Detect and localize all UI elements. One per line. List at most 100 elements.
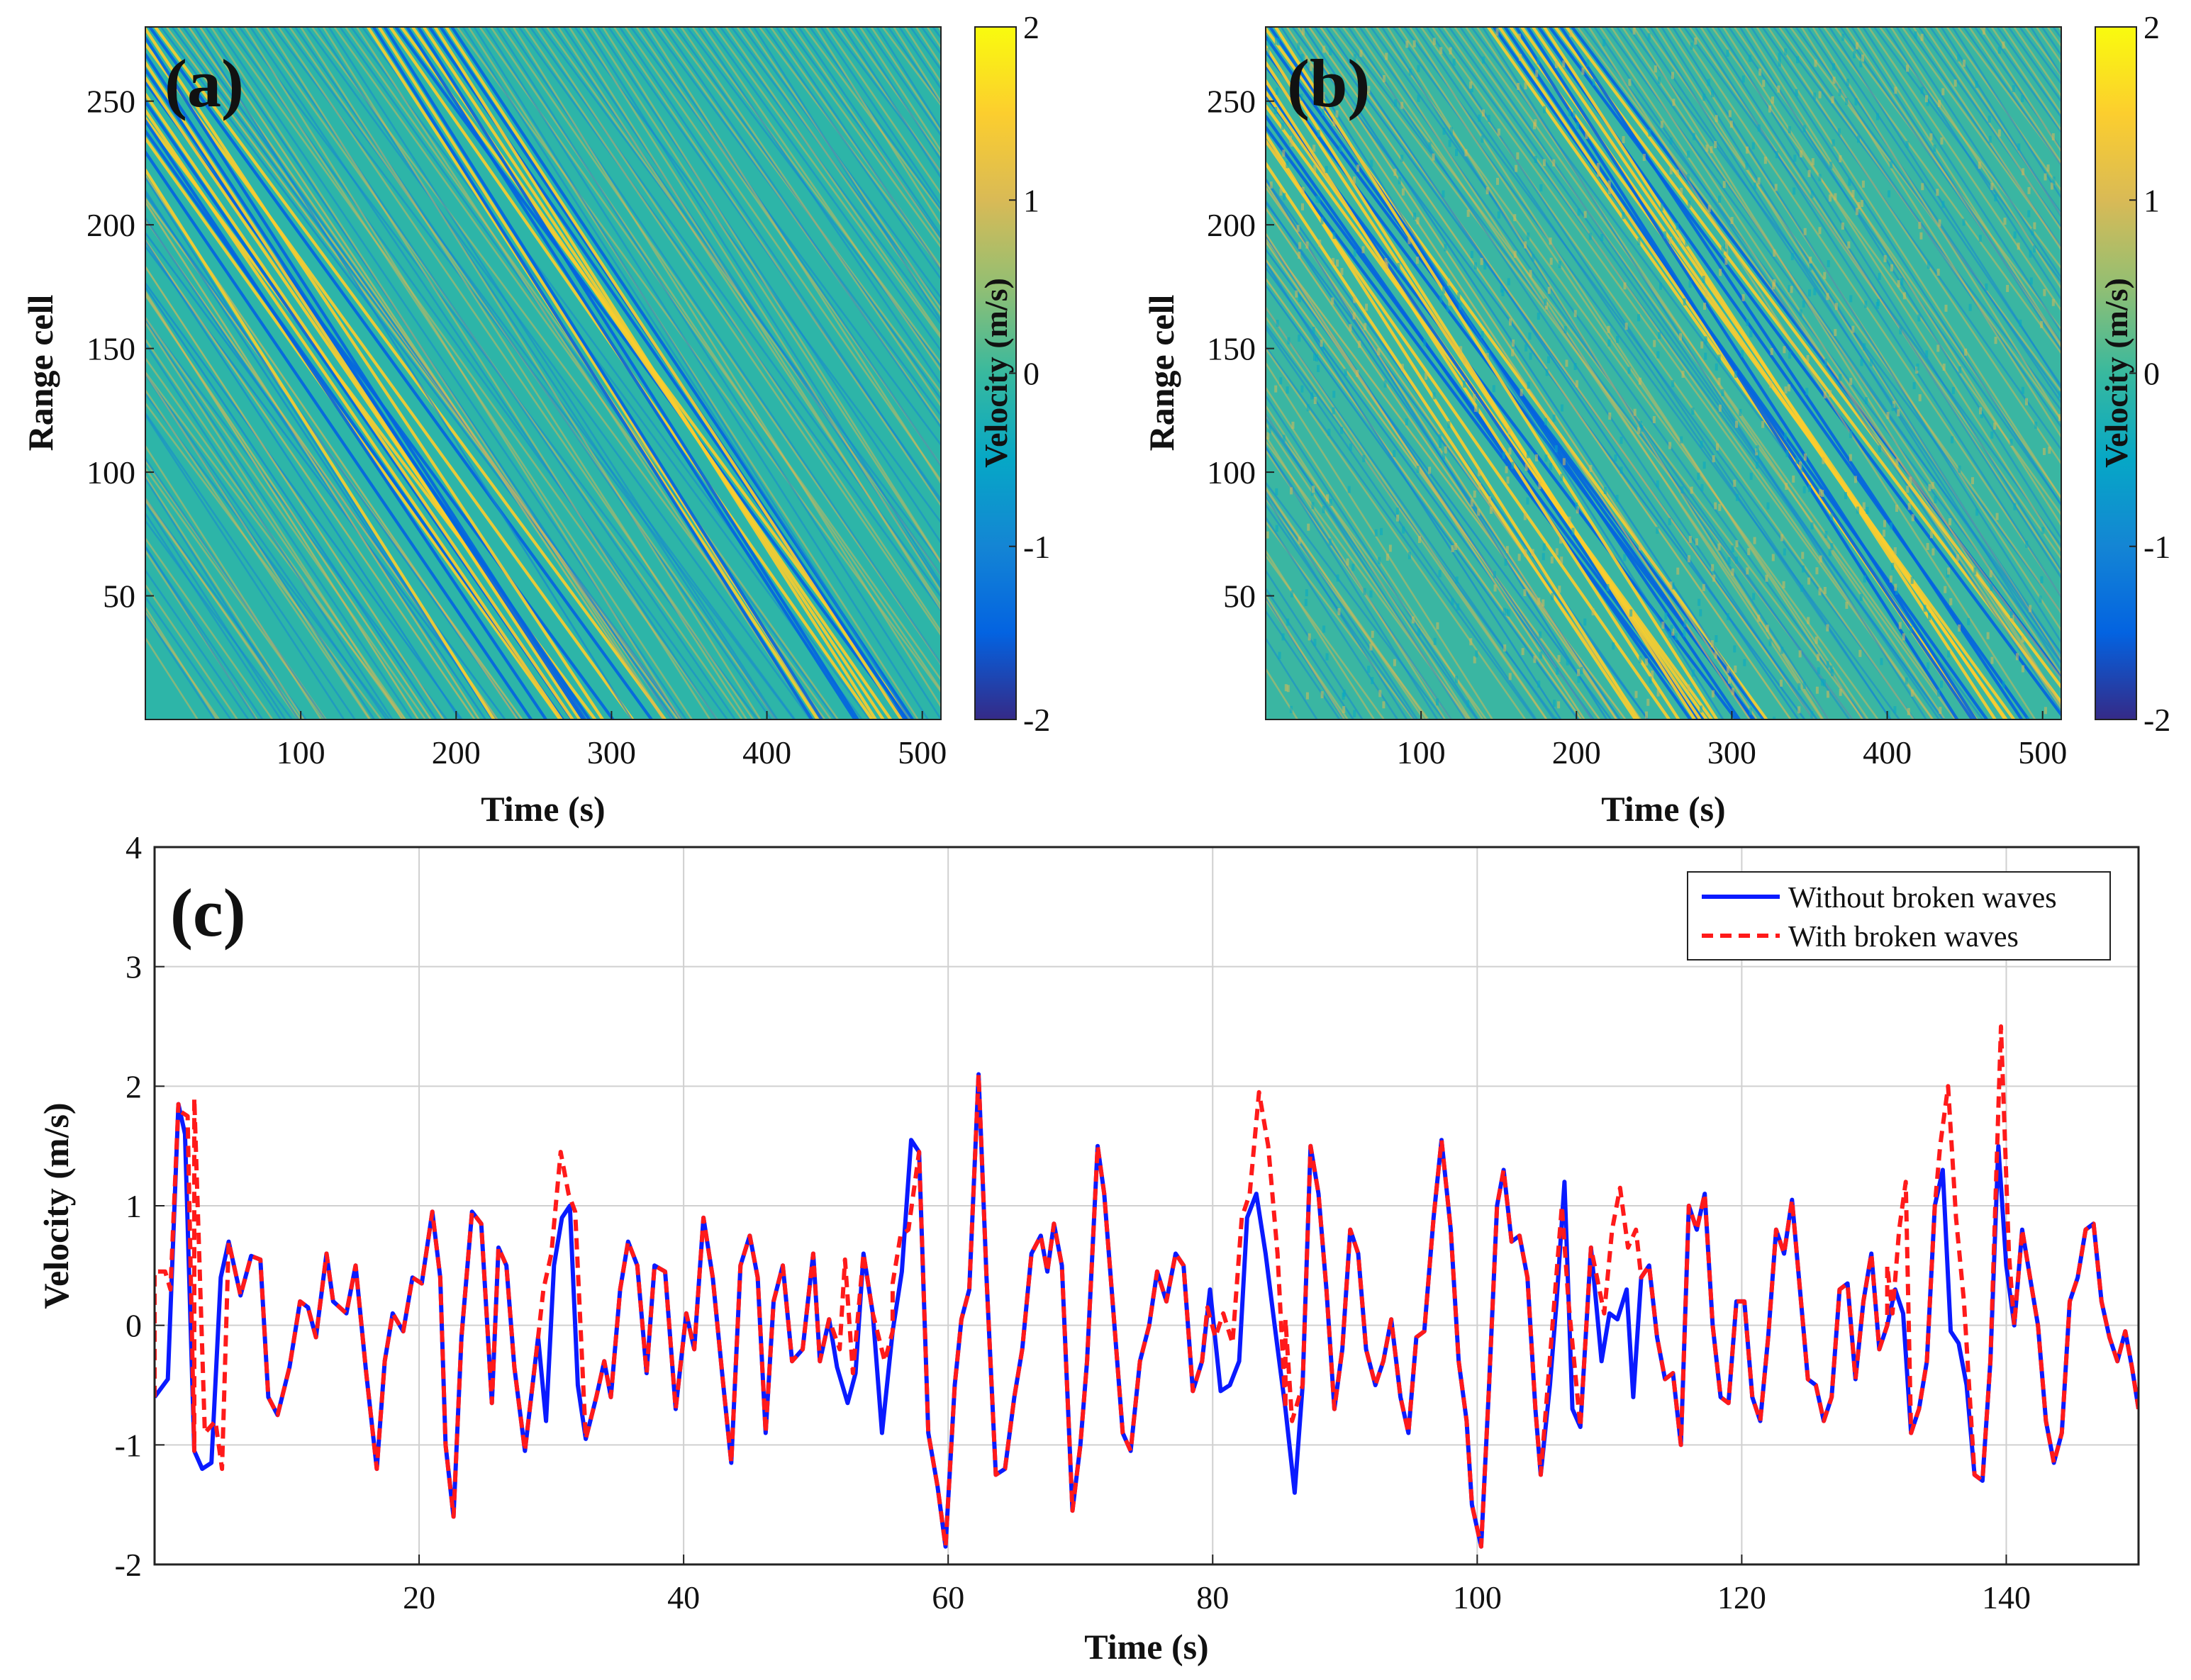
wave-crest [145,476,299,719]
wave-crest [145,167,496,719]
wave-crest [227,27,728,719]
noise-speck [1711,564,1715,571]
noise-speck [2027,186,2031,194]
noise-speck [1947,650,1951,658]
wave-crest [557,27,941,607]
noise-speck [1539,184,1543,192]
wave-crest [1767,27,2061,466]
x-tick-label: 500 [898,734,947,771]
noise-speck [1702,583,1705,591]
wave-crest [145,388,371,719]
noise-speck [1918,221,1922,229]
noise-speck [1312,326,1315,334]
panel-label-c: (c) [170,875,246,951]
noise-speck [1562,60,1566,68]
wave-crest [837,27,941,174]
noise-speck [1841,222,1844,230]
noise-speck [1298,252,1301,259]
noise-speck [1269,181,1273,189]
noise-speck [1975,508,1979,516]
noise-speck [1349,324,1352,332]
noise-speck [1746,318,1749,326]
noise-speck [1707,79,1710,86]
noise-speck [1917,314,1921,322]
noise-speck [1910,576,1914,584]
noise-speck [1308,633,1311,641]
noise-speck [1473,394,1476,402]
noise-speck [2034,421,2038,429]
noise-speck [1851,190,1855,198]
wave-crest [1610,27,2061,707]
noise-speck [1383,380,1387,388]
noise-speck [1838,89,1841,96]
noise-speck [2043,289,2046,296]
noise-speck [1451,598,1454,605]
noise-speck [1905,677,1908,685]
noise-speck [1495,28,1499,36]
wave-crest [1266,497,1429,719]
wave-crest [535,27,941,633]
wave-crest [792,27,941,243]
noise-speck [1365,303,1368,311]
noise-speck [1278,651,1281,659]
noise-speck [1813,92,1817,100]
wave-crest [1756,27,2061,500]
wave-crest [798,27,941,237]
noise-speck [1982,27,1985,35]
wave-crest [145,264,445,719]
wave-crest [607,27,941,501]
noise-speck [1743,659,1746,666]
noise-speck [1815,686,1819,694]
wave-crest [1266,486,1425,719]
wave-crest [145,281,463,719]
noise-speck [1583,618,1587,626]
x-tick-label: 500 [2018,734,2067,771]
wave-crest [1266,422,1468,719]
noise-speck [2025,540,2029,548]
noise-speck [1863,575,1866,583]
noise-speck [1715,363,1718,371]
noise-speck [1580,666,1583,674]
noise-speck [1364,323,1367,330]
wave-crest [467,27,919,719]
noise-speck [1717,354,1721,362]
noise-speck [1668,630,1671,638]
noise-speck [1898,622,1902,629]
noise-speck [1906,486,1910,493]
noise-speck [1349,443,1352,451]
noise-speck [1714,140,1717,148]
noise-speck [1301,203,1305,211]
noise-speck [1538,482,1541,490]
noise-speck [1814,60,1817,67]
noise-speck [1575,502,1578,510]
noise-speck [1970,477,1974,485]
noise-speck [1439,47,1443,55]
x-tick-label: 200 [432,734,481,771]
noise-speck [1847,241,1851,249]
noise-speck [1488,496,1491,504]
noise-speck [1526,451,1529,459]
noise-speck [1925,350,1929,358]
noise-speck [1749,330,1753,337]
noise-speck [1857,202,1861,210]
wave-crest [585,27,941,586]
noise-speck [1321,343,1325,351]
noise-speck [1325,166,1328,174]
wave-crest [1266,495,1408,719]
noise-speck [1493,571,1496,578]
noise-speck [1839,374,1842,381]
wave-crest [145,174,519,719]
noise-speck [1910,689,1914,697]
noise-speck [1622,212,1625,220]
noise-speck [1577,208,1580,216]
wave-crest [145,35,586,719]
noise-speck [2002,681,2005,688]
wave-crest [145,108,563,719]
wave-crest [145,118,547,719]
noise-speck [1902,292,1906,300]
noise-speck [1503,644,1507,652]
noise-speck [1304,598,1308,606]
wave-crest [145,245,498,719]
noise-speck [1668,236,1672,244]
noise-speck [1931,548,1935,556]
